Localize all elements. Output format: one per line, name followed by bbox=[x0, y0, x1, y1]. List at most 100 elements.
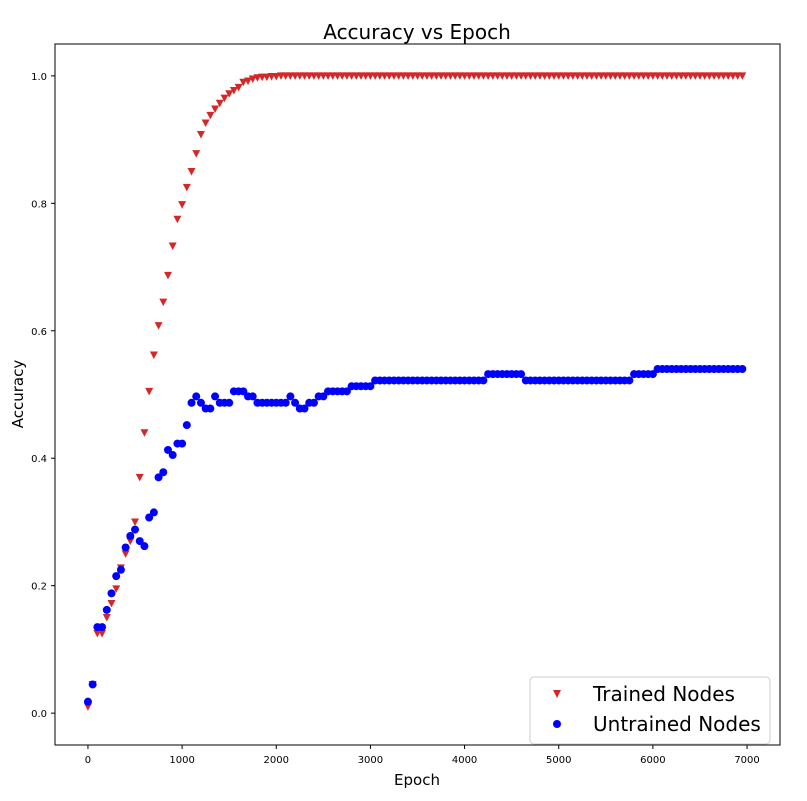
data-point-untrained bbox=[291, 398, 300, 407]
data-point-trained bbox=[182, 183, 191, 192]
data-point-untrained bbox=[154, 473, 163, 482]
data-point-trained bbox=[102, 614, 111, 622]
data-point-untrained bbox=[126, 531, 135, 540]
x-axis-label: Epoch bbox=[394, 771, 440, 789]
data-point-trained bbox=[126, 537, 135, 546]
legend-marker-untrained bbox=[553, 720, 561, 728]
data-point-untrained bbox=[479, 376, 488, 385]
x-tick-label: 2000 bbox=[264, 755, 289, 766]
legend: Trained Nodes Untrained Nodes bbox=[529, 676, 771, 745]
data-point-untrained bbox=[286, 392, 295, 401]
data-point-untrained bbox=[135, 537, 144, 546]
data-point-trained bbox=[135, 473, 144, 482]
data-point-trained bbox=[229, 87, 238, 95]
data-point-trained bbox=[215, 99, 224, 108]
y-tick-label: 1.0 bbox=[31, 72, 47, 83]
data-point-untrained bbox=[102, 605, 111, 614]
data-point-trained bbox=[201, 119, 210, 128]
data-point-untrained bbox=[281, 398, 290, 407]
data-point-trained bbox=[244, 77, 253, 85]
y-tick-label: 0.6 bbox=[31, 327, 47, 338]
y-tick-label: 0.4 bbox=[31, 454, 47, 465]
y-axis-ticks: 0.0 0.2 0.4 0.6 0.8 1.0 bbox=[31, 72, 55, 720]
data-point-untrained bbox=[178, 439, 187, 448]
data-point-untrained bbox=[83, 697, 92, 706]
data-point-untrained bbox=[648, 370, 657, 379]
data-point-untrained bbox=[88, 680, 97, 689]
data-point-trained bbox=[168, 242, 177, 251]
x-tick-label: 7000 bbox=[734, 755, 759, 766]
data-point-untrained bbox=[163, 445, 172, 454]
x-tick-label: 4000 bbox=[452, 755, 477, 766]
data-point-trained bbox=[225, 90, 234, 98]
data-point-untrained bbox=[225, 398, 234, 407]
legend-marker-trained bbox=[553, 690, 561, 698]
x-tick-label: 3000 bbox=[358, 755, 383, 766]
plot-area bbox=[54, 43, 781, 746]
data-point-untrained bbox=[300, 404, 309, 413]
x-tick-label: 6000 bbox=[640, 755, 665, 766]
data-point-trained bbox=[131, 518, 140, 526]
data-point-trained bbox=[253, 74, 262, 82]
data-point-untrained bbox=[145, 513, 154, 522]
data-point-untrained bbox=[121, 543, 130, 552]
data-point-trained bbox=[262, 73, 271, 82]
data-point-trained bbox=[140, 429, 149, 437]
legend-frame bbox=[529, 676, 771, 745]
data-point-trained bbox=[187, 167, 196, 176]
data-point-untrained bbox=[239, 387, 248, 396]
data-point-trained bbox=[738, 72, 747, 80]
data-point-untrained bbox=[625, 376, 634, 385]
data-point-untrained bbox=[98, 623, 107, 632]
data-point-trained bbox=[211, 105, 220, 114]
data-point-untrained bbox=[517, 370, 526, 379]
series-layer bbox=[83, 72, 747, 711]
data-point-untrained bbox=[248, 392, 257, 401]
data-point-untrained bbox=[182, 421, 191, 430]
data-point-untrained bbox=[192, 392, 201, 401]
data-point-trained bbox=[83, 703, 92, 711]
data-point-trained bbox=[220, 94, 229, 103]
y-tick-label: 0.0 bbox=[31, 709, 47, 720]
y-tick-label: 0.2 bbox=[31, 582, 47, 593]
data-point-untrained bbox=[140, 542, 149, 551]
data-point-untrained bbox=[149, 508, 158, 517]
data-point-trained bbox=[98, 629, 107, 638]
data-point-untrained bbox=[107, 589, 116, 598]
data-point-trained bbox=[192, 150, 201, 158]
data-point-trained bbox=[159, 298, 168, 307]
data-point-trained bbox=[196, 130, 205, 139]
x-axis-ticks: 0 1000 2000 3000 4000 5000 6000 7000 bbox=[85, 745, 760, 766]
data-point-untrained bbox=[168, 451, 177, 460]
data-point-untrained bbox=[738, 365, 747, 374]
data-point-trained bbox=[112, 585, 121, 593]
data-point-untrained bbox=[159, 468, 168, 477]
data-point-trained bbox=[145, 387, 154, 396]
data-point-trained bbox=[272, 73, 281, 81]
data-point-trained bbox=[121, 550, 130, 558]
data-point-untrained bbox=[211, 392, 220, 401]
data-point-trained bbox=[107, 600, 116, 608]
y-tick-label: 0.8 bbox=[31, 199, 47, 210]
data-point-untrained bbox=[187, 398, 196, 407]
data-point-untrained bbox=[206, 404, 215, 413]
x-tick-label: 1000 bbox=[169, 755, 194, 766]
x-tick-label: 0 bbox=[85, 755, 91, 766]
x-tick-label: 5000 bbox=[546, 755, 571, 766]
data-point-untrained bbox=[116, 565, 125, 574]
data-point-untrained bbox=[342, 387, 351, 396]
series-untrained-nodes bbox=[83, 365, 747, 706]
legend-label-trained: Trained Nodes bbox=[592, 682, 735, 706]
data-point-trained bbox=[149, 351, 158, 359]
data-point-trained bbox=[173, 215, 182, 224]
data-point-trained bbox=[154, 322, 163, 330]
y-axis-label: Accuracy bbox=[9, 360, 27, 429]
data-point-trained bbox=[234, 83, 243, 92]
data-point-trained bbox=[239, 78, 248, 87]
data-point-untrained bbox=[366, 382, 375, 391]
data-point-trained bbox=[248, 75, 257, 84]
data-point-trained bbox=[163, 271, 172, 280]
data-point-untrained bbox=[196, 398, 205, 407]
data-point-trained bbox=[178, 201, 187, 209]
